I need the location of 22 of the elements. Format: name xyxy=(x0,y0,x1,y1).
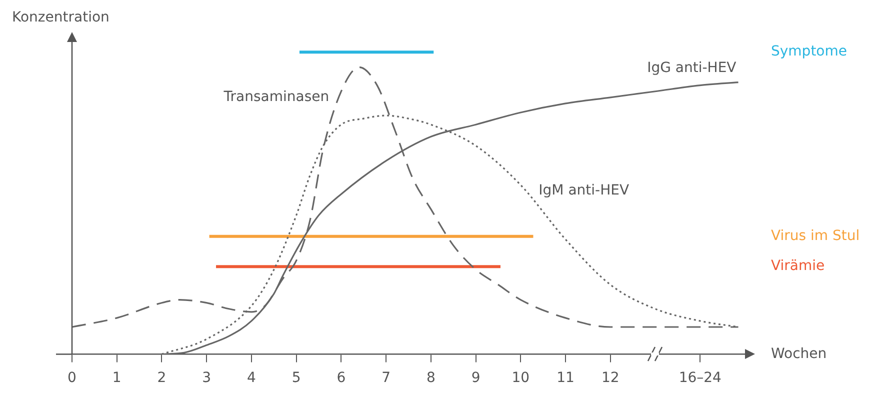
x-tick-label: 6 xyxy=(336,370,346,386)
x-tick-label: 7 xyxy=(382,370,391,386)
x-tick-label: 12 xyxy=(601,370,620,386)
y-axis-title: Konzentration xyxy=(12,10,110,26)
text: Symptome xyxy=(771,44,848,60)
x-axis-title: Wochen xyxy=(771,346,827,362)
series-label: IgG anti-HEV xyxy=(647,60,737,76)
x-tick-label: 1 xyxy=(112,370,122,386)
x-tick-label: 10 xyxy=(512,370,530,386)
x-tick-label: 8 xyxy=(426,370,436,386)
series-label: Transaminasen xyxy=(222,88,330,105)
x-tick-label: 4 xyxy=(247,370,256,386)
text: Virus im Stul xyxy=(771,228,860,244)
x-tick-label: 11 xyxy=(556,370,574,386)
x-tick-label: 3 xyxy=(202,370,212,386)
x-tick-label: 9 xyxy=(471,370,480,386)
text: Virämie xyxy=(771,258,825,274)
series-label: IgM anti-HEV xyxy=(538,182,630,199)
x-tick-label: 16–24 xyxy=(678,370,722,386)
x-tick-label: 0 xyxy=(68,370,76,386)
x-tick-label: 5 xyxy=(292,370,301,386)
x-tick-label: 2 xyxy=(157,370,166,386)
